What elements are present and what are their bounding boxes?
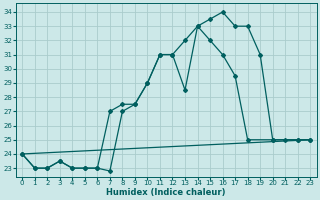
X-axis label: Humidex (Indice chaleur): Humidex (Indice chaleur) (107, 188, 226, 197)
